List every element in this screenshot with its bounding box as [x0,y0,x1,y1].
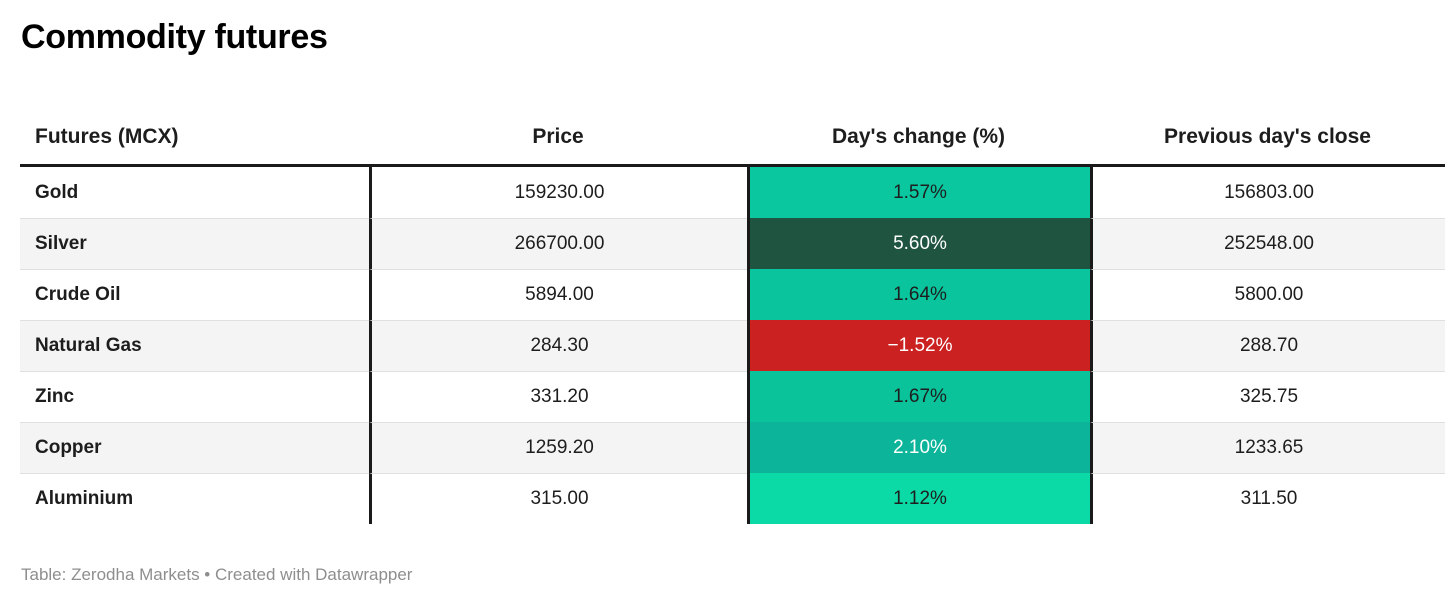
futures-name-cell: Natural Gas [20,320,369,371]
table-row-gold: Gold 159230.00 1.57% 156803.00 [20,167,1445,218]
price-cell: 284.30 [369,320,747,371]
table-row-aluminium: Aluminium 315.00 1.12% 311.50 [20,473,1445,524]
price-cell: 315.00 [369,473,747,524]
column-header-futures: Futures (MCX) [35,125,179,148]
prev-close-cell: 252548.00 [1090,218,1445,269]
change-cell: −1.52% [747,320,1090,371]
change-cell: 1.67% [747,371,1090,422]
table-row-silver: Silver 266700.00 5.60% 252548.00 [20,218,1445,269]
change-cell: 1.12% [747,473,1090,524]
table-row-copper: Copper 1259.20 2.10% 1233.65 [20,422,1445,473]
prev-close-cell: 156803.00 [1090,167,1445,218]
table-header-row: Futures (MCX) Price Day's change (%) Pre… [20,110,1445,167]
futures-name-cell: Copper [20,422,369,473]
table-row-natural-gas: Natural Gas 284.30 −1.52% 288.70 [20,320,1445,371]
table-row-crude-oil: Crude Oil 5894.00 1.64% 5800.00 [20,269,1445,320]
prev-close-cell: 325.75 [1090,371,1445,422]
price-cell: 331.20 [369,371,747,422]
commodity-futures-table: Futures (MCX) Price Day's change (%) Pre… [20,110,1445,524]
futures-name-cell: Crude Oil [20,269,369,320]
prev-close-cell: 1233.65 [1090,422,1445,473]
change-cell: 2.10% [747,422,1090,473]
column-header-prev-close: Previous day's close [1164,125,1371,148]
price-cell: 1259.20 [369,422,747,473]
column-header-change: Day's change (%) [831,125,1006,148]
futures-name-cell: Silver [20,218,369,269]
price-cell: 159230.00 [369,167,747,218]
price-cell: 5894.00 [369,269,747,320]
change-cell: 5.60% [747,218,1090,269]
table-row-zinc: Zinc 331.20 1.67% 325.75 [20,371,1445,422]
table-attribution: Table: Zerodha Markets • Created with Da… [21,565,413,584]
change-cell: 1.64% [747,269,1090,320]
prev-close-cell: 311.50 [1090,473,1445,524]
page-title: Commodity futures [21,18,328,56]
prev-close-cell: 5800.00 [1090,269,1445,320]
prev-close-cell: 288.70 [1090,320,1445,371]
futures-name-cell: Zinc [20,371,369,422]
column-header-price: Price [532,125,584,148]
price-cell: 266700.00 [369,218,747,269]
futures-name-cell: Aluminium [20,473,369,524]
change-cell: 1.57% [747,167,1090,218]
futures-name-cell: Gold [35,181,79,203]
